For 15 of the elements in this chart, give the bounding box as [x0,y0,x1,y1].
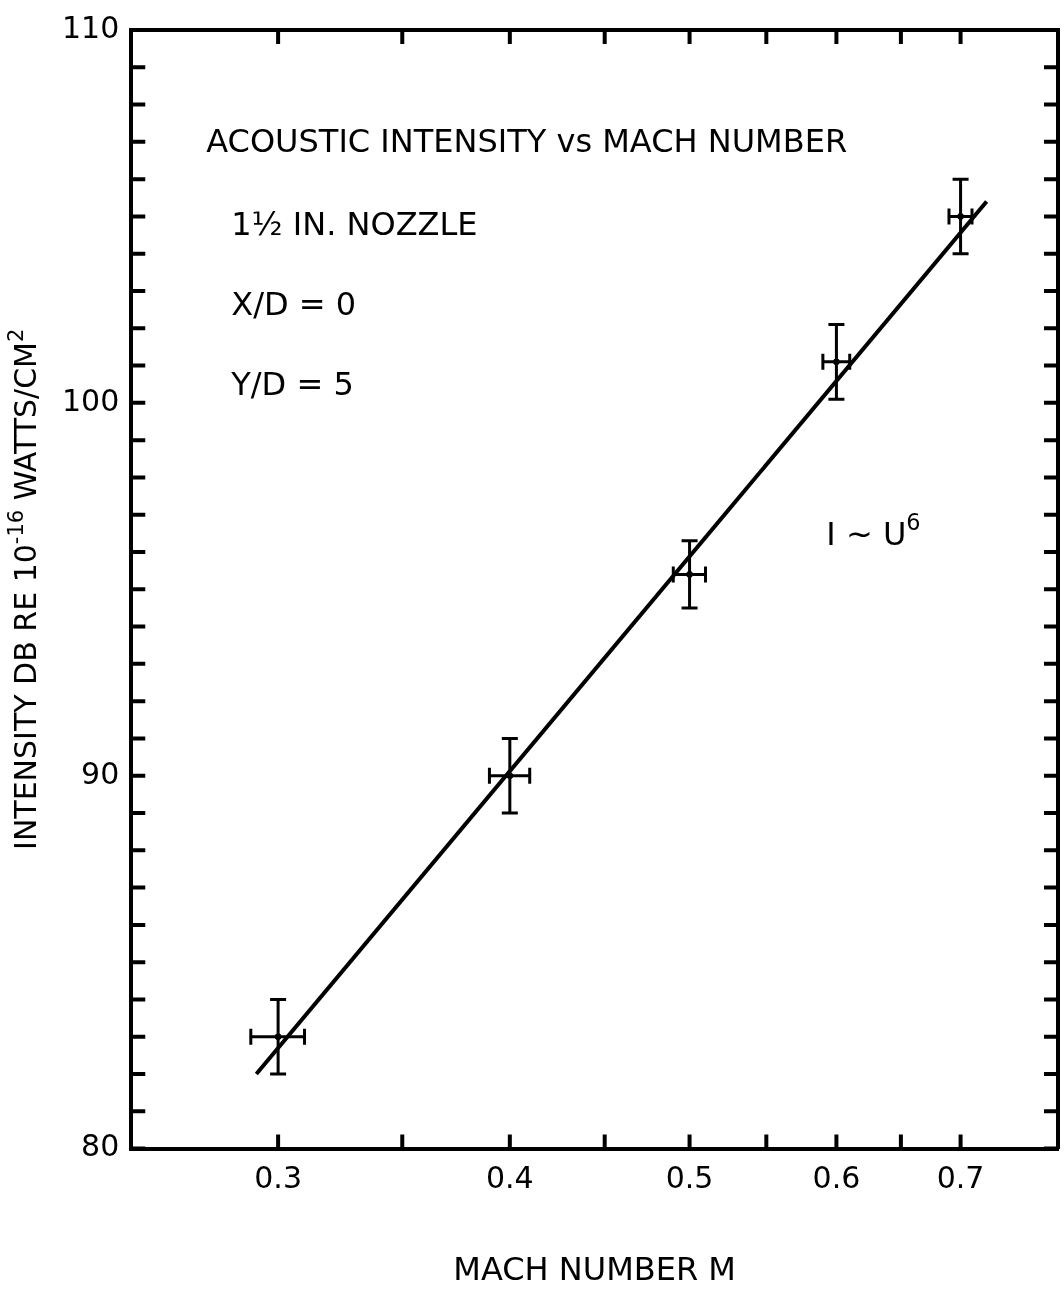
y-tick-label: 90 [81,755,120,791]
x-tick-label: 0.3 [254,1160,302,1196]
y-tick-label: 100 [62,382,120,418]
y-tick-label: 80 [81,1128,120,1164]
annotation: Y/D = 5 [230,365,354,403]
text: ACOUSTIC INTENSITY vs MACH NUMBER [206,122,848,160]
x-tick-label: 0.5 [665,1160,714,1196]
x-tick-label: 0.7 [936,1160,985,1196]
x-tick-label: 0.6 [812,1160,861,1196]
y-tick-label: 110 [62,9,120,45]
x-axis-title: MACH NUMBER M [453,1250,736,1289]
annotation: X/D = 0 [231,285,357,323]
y-axis-title: INTENSITY DB RE 10-16 WATTS/CM2 [3,328,43,850]
x-tick-label: 0.4 [485,1160,534,1196]
annotation: 1½ IN. NOZZLE [231,205,478,243]
